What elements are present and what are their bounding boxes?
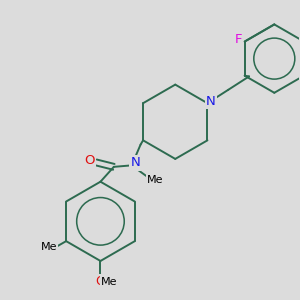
Text: Me: Me <box>41 242 58 252</box>
Text: O: O <box>95 275 105 288</box>
Text: F: F <box>234 33 242 46</box>
Text: N: N <box>206 95 216 108</box>
Text: Me: Me <box>147 175 164 185</box>
Text: O: O <box>84 154 95 167</box>
Text: Me: Me <box>100 277 117 287</box>
Text: N: N <box>130 157 140 169</box>
